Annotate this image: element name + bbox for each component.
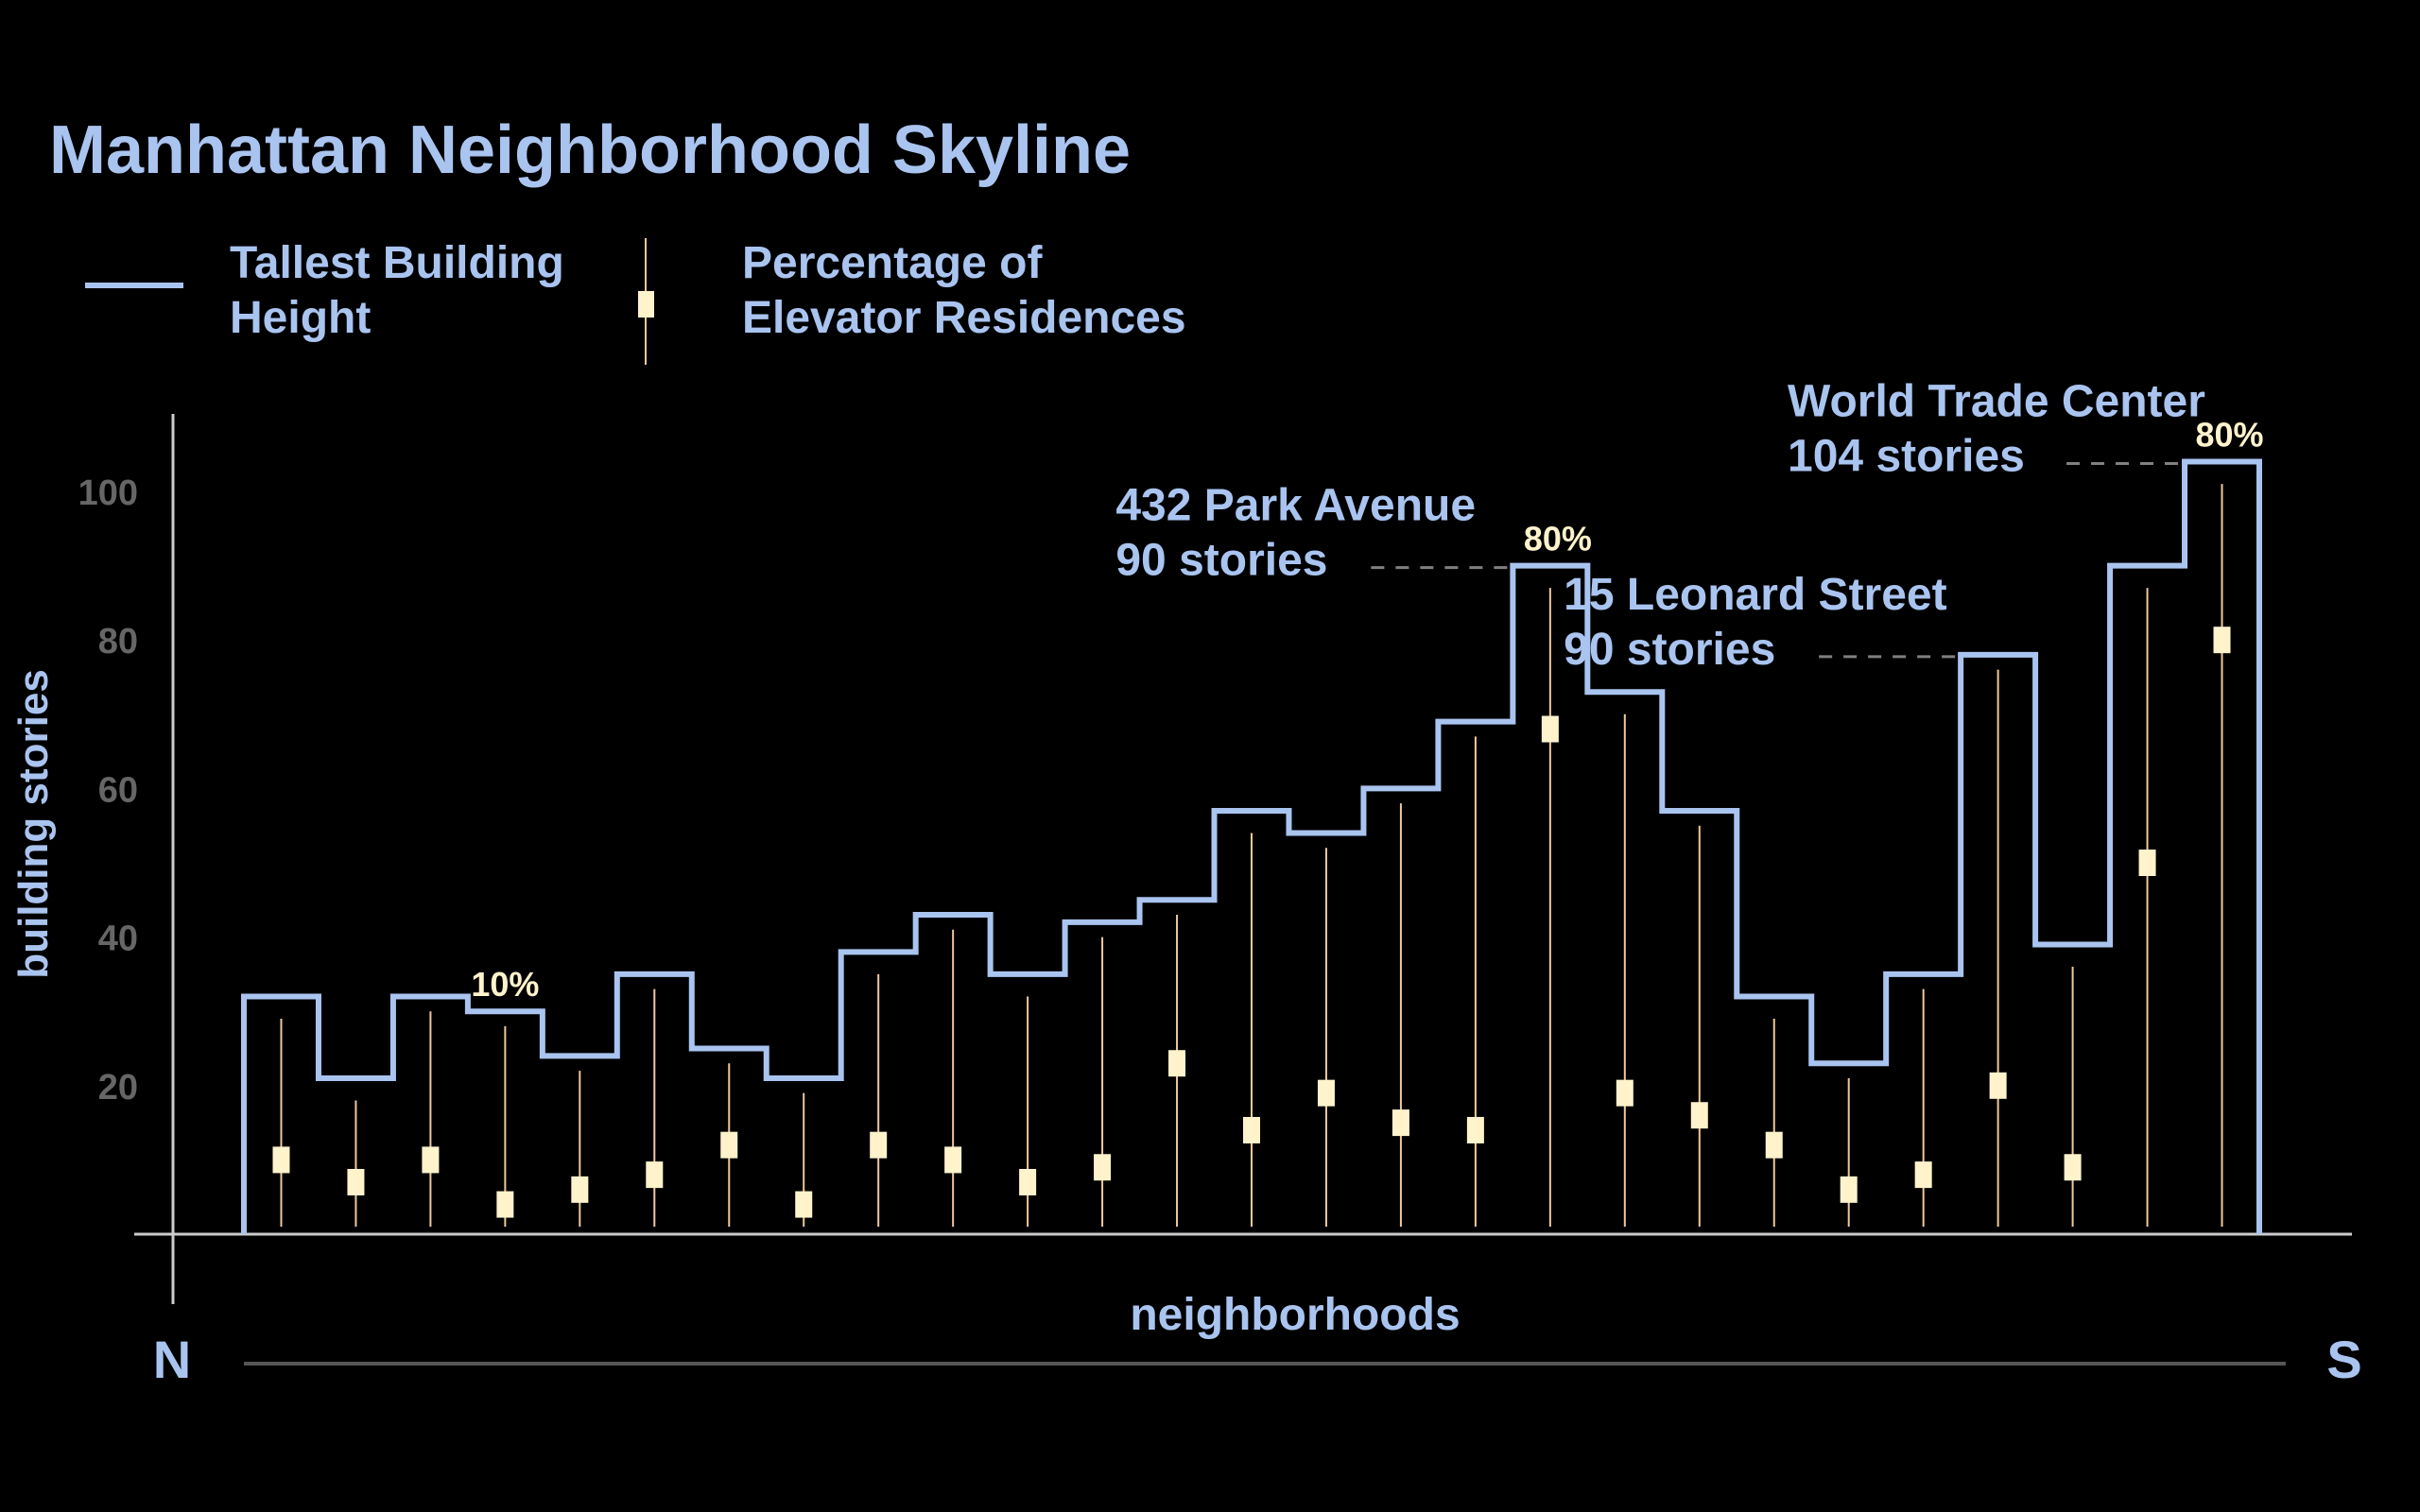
elevator-percentage-marker <box>1168 1050 1186 1077</box>
elevator-percentage-marker <box>422 1146 440 1174</box>
elevator-percentage-marker <box>2213 627 2231 654</box>
y-tick-label: 20 <box>98 1068 138 1108</box>
elevator-percentage-marker <box>1840 1176 1858 1203</box>
y-axis-label: building stories <box>10 669 57 979</box>
elevator-percentage-marker <box>1094 1154 1112 1181</box>
elevator-percentage-marker <box>1765 1131 1783 1159</box>
peak-percentage-label: 10% <box>471 965 539 1004</box>
elevator-percentage-marker <box>496 1191 514 1218</box>
elevator-percentage-marker <box>870 1131 888 1159</box>
elevator-percentage-marker <box>795 1191 813 1218</box>
y-tick-label: 100 <box>78 473 138 513</box>
elevator-percentage-marker <box>720 1131 738 1159</box>
building-annotation: 432 Park Avenue 90 stories <box>1115 481 1476 586</box>
legend-label-elevator: Percentage of Elevator Residences <box>742 238 1186 343</box>
elevator-percentage-marker <box>646 1161 664 1189</box>
elevator-percentage-marker <box>1914 1161 1932 1189</box>
elevator-percentage-marker <box>1019 1168 1037 1195</box>
y-tick-label: 60 <box>98 770 138 810</box>
elevator-percentage-marker <box>1243 1116 1260 1143</box>
elevator-percentage-marker <box>1392 1109 1409 1137</box>
elevator-percentage-marker <box>1989 1072 2007 1099</box>
tallest-building-step-line <box>241 458 2262 1234</box>
chart-title: Manhattan Neighborhood Skyline <box>49 112 1132 188</box>
elevator-percentage-marker <box>1317 1079 1335 1107</box>
direction-north: N <box>153 1330 191 1389</box>
legend <box>85 238 654 365</box>
peak-percentage-label: 80% <box>2195 416 2263 455</box>
y-tick-label: 80 <box>98 622 138 662</box>
x-axis-label: neighborhoods <box>1130 1290 1460 1340</box>
elevator-percentage-marker <box>272 1146 290 1174</box>
direction-south: S <box>2326 1330 2361 1389</box>
elevator-percentage-marker <box>944 1146 962 1174</box>
building-annotation: World Trade Center 104 stories <box>1788 377 2205 482</box>
elevator-percentage-marker <box>1466 1116 1484 1143</box>
y-tick-label: 40 <box>98 919 138 959</box>
legend-elevator-marker <box>638 291 654 318</box>
elevator-percentage-marker <box>571 1176 589 1203</box>
elevator-percentage-marker <box>1541 715 1559 743</box>
legend-label-height: Tallest Building Height <box>230 238 564 343</box>
elevator-percentage-marker <box>347 1168 365 1195</box>
elevator-percentage-marker <box>1690 1102 1708 1129</box>
building-annotation: 15 Leonard Street 90 stories <box>1564 570 1946 675</box>
elevator-percentage-marker <box>2138 850 2156 876</box>
peak-percentage-label: 80% <box>1524 520 1592 558</box>
elevator-percentage-marker <box>1616 1079 1634 1107</box>
elevator-percentage-marker <box>2064 1154 2082 1181</box>
